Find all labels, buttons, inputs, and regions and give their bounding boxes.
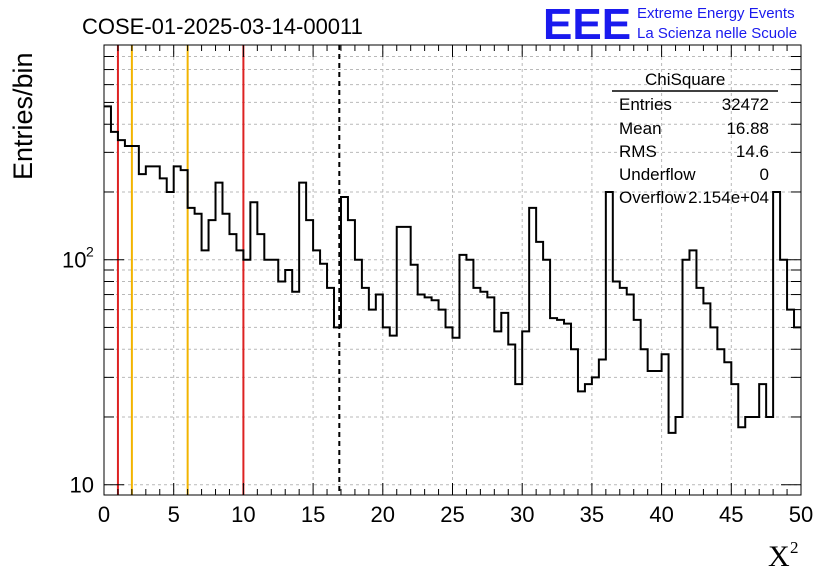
- histogram-series: [104, 105, 801, 434]
- x-axis-label-base: X: [768, 540, 790, 572]
- x-axis-label-exponent: 2: [790, 538, 799, 557]
- x-tick-label: 35: [580, 502, 604, 527]
- x-tick-label: 40: [649, 502, 673, 527]
- x-tick-label: 15: [301, 502, 325, 527]
- stats-box-title: ChiSquare: [645, 70, 725, 89]
- x-tick-label: 10: [231, 502, 255, 527]
- y-axis-label: Entries/bin: [8, 52, 38, 180]
- axis-ticks: [103, 44, 802, 496]
- stats-box: ChiSquare Entries 32472 Mean 16.88 RMS 1…: [612, 70, 778, 207]
- chart-title: COSE-01-2025-03-14-00011: [82, 14, 363, 39]
- stats-rms-label: RMS: [619, 142, 657, 161]
- x-tick-label: 20: [371, 502, 395, 527]
- stats-underflow-value: 0: [760, 165, 769, 184]
- eee-logo: EEE Extreme Energy Events La Scienza nel…: [543, 0, 797, 49]
- eee-logo-line2: La Scienza nelle Scuole: [637, 25, 797, 42]
- stats-underflow-label: Underflow: [619, 165, 696, 184]
- histogram-line: [104, 105, 801, 434]
- x-axis-label: X 2: [768, 538, 799, 572]
- x-tick-label: 25: [440, 502, 464, 527]
- x-tick-label: 45: [719, 502, 743, 527]
- y-tick-label: 10 2: [62, 244, 94, 273]
- y-tick-label-base: 10: [62, 248, 86, 273]
- stats-rms-value: 14.6: [736, 142, 769, 161]
- x-tick-label: 0: [98, 502, 110, 527]
- stats-entries-label: Entries: [619, 95, 672, 114]
- reference-lines: [116, 45, 341, 495]
- y-tick-label-exponent: 2: [86, 244, 94, 260]
- x-tick-labels: 0 5 10 15 20 25 30 35 40 45 50: [98, 502, 813, 527]
- stats-mean-label: Mean: [619, 119, 662, 138]
- x-tick-label: 50: [789, 502, 813, 527]
- stats-entries-value: 32472: [722, 95, 769, 114]
- stats-mean-value: 16.88: [726, 119, 769, 138]
- plot-frame: [103, 44, 802, 496]
- y-tick-label: 10: [70, 473, 94, 498]
- y-tick-label-base: 10: [70, 473, 94, 498]
- stats-overflow-value: 2.154e+04: [688, 188, 769, 207]
- x-tick-label: 30: [510, 502, 534, 527]
- eee-logo-mark: EEE: [543, 0, 631, 49]
- stats-overflow-label: Overflow: [619, 188, 687, 207]
- x-tick-label: 5: [168, 502, 180, 527]
- eee-logo-line1: Extreme Energy Events: [637, 5, 795, 22]
